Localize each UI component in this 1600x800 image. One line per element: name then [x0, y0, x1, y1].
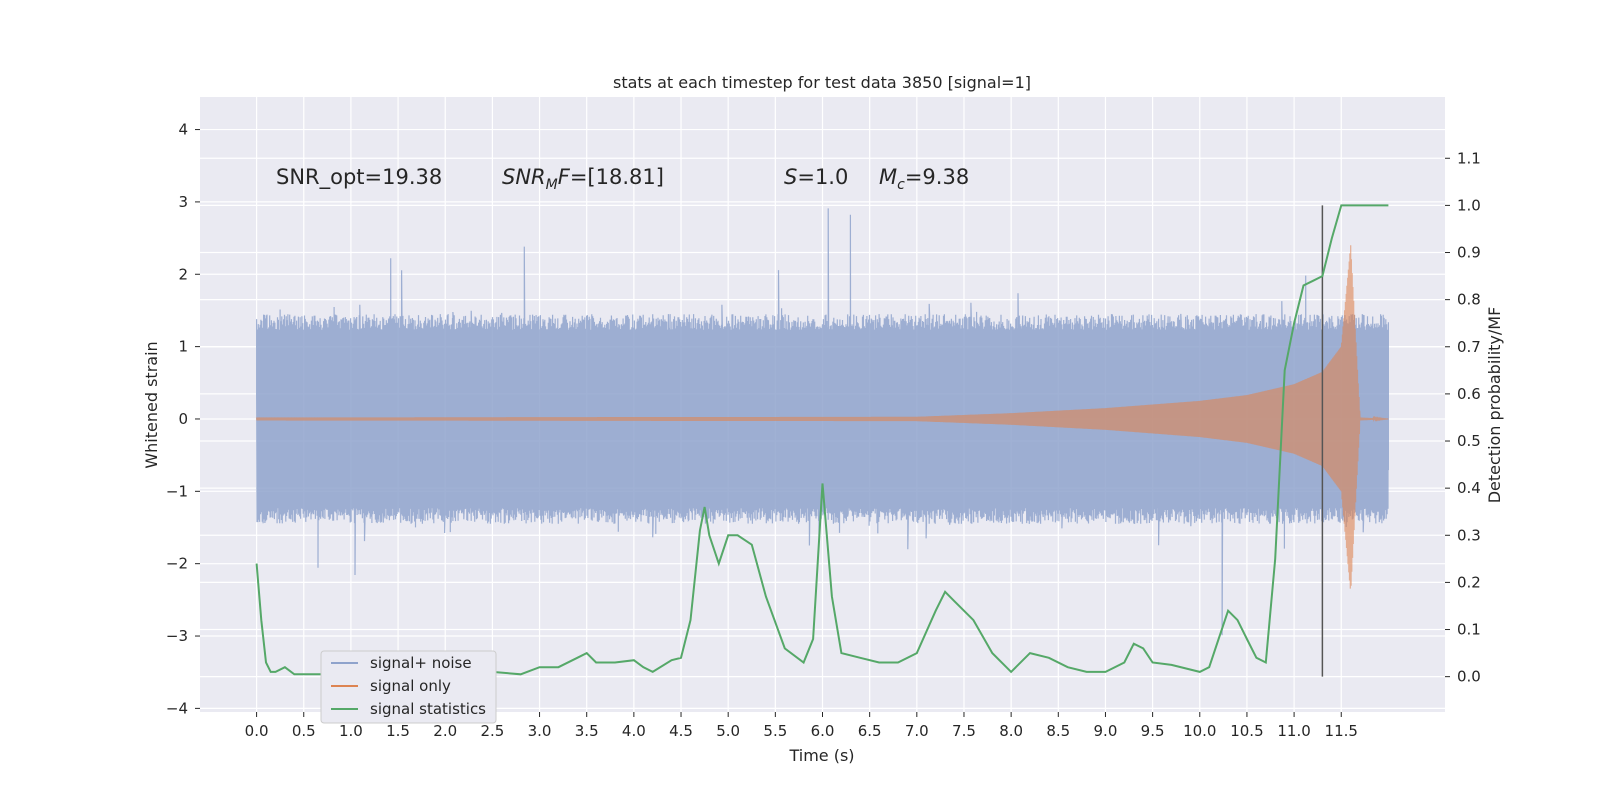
- snr-mf-f: F: [558, 165, 571, 189]
- y-right-axis-ticks: 1.1 1.0 0.9 0.8 0.7 0.6 0.5 0.4 0.3 0.2 0.1 0.0: [1445, 149, 1481, 686]
- s-value: =1.0: [797, 165, 848, 189]
- mc-subscript: c: [897, 177, 905, 193]
- x-tick-label: 6.0: [811, 722, 835, 740]
- snr-mf-annotation: SNRMF=[18.81]: [502, 165, 664, 193]
- x-tick-label: 5.0: [716, 722, 740, 740]
- x-tick-label: 10.5: [1230, 722, 1263, 740]
- y-tick-label: 3: [178, 193, 188, 211]
- y-right-tick-label: 0.9: [1457, 244, 1481, 262]
- x-tick-label: 11.5: [1325, 722, 1358, 740]
- y-tick-label: 1: [178, 338, 188, 356]
- x-tick-label: 10.0: [1183, 722, 1216, 740]
- y-right-tick-label: 0.8: [1457, 291, 1481, 309]
- y-tick-label: −2: [166, 555, 188, 573]
- x-tick-label: 2.0: [433, 722, 457, 740]
- legend: signal+ noise signal only signal statist…: [320, 650, 497, 724]
- y-tick-label: 2: [178, 265, 188, 283]
- x-tick-label: 11.0: [1277, 722, 1310, 740]
- y-tick-label: −3: [166, 627, 188, 645]
- mc-symbol: M: [879, 165, 897, 189]
- x-tick-label: 3.0: [528, 722, 552, 740]
- y-right-tick-label: 0.5: [1457, 432, 1481, 450]
- s-annotation: S=1.0: [784, 165, 848, 189]
- x-tick-label: 8.0: [999, 722, 1023, 740]
- x-tick-label: 4.0: [622, 722, 646, 740]
- x-tick-label: 0.5: [292, 722, 316, 740]
- y-tick-label: 4: [178, 121, 188, 139]
- legend-label-signal: signal only: [370, 677, 451, 695]
- x-tick-label: 3.5: [575, 722, 599, 740]
- y-right-tick-label: 1.0: [1457, 196, 1481, 214]
- legend-label-stats: signal statistics: [370, 700, 486, 718]
- y-axis-label: Whitened strain: [142, 341, 161, 468]
- y-right-tick-label: 0.2: [1457, 573, 1481, 591]
- y-right-tick-label: 0.6: [1457, 385, 1481, 403]
- x-tick-label: 1.5: [386, 722, 410, 740]
- y-right-axis-label: Detection probability/MF: [1485, 307, 1504, 504]
- x-tick-label: 8.5: [1046, 722, 1070, 740]
- s-symbol: S: [784, 165, 797, 189]
- legend-box: [320, 650, 497, 724]
- y-right-tick-label: 0.7: [1457, 338, 1481, 356]
- y-tick-label: 0: [178, 410, 188, 428]
- snr-mf-symbol: SNR: [502, 165, 546, 189]
- y-right-tick-label: 0.1: [1457, 621, 1481, 639]
- y-tick-label: −1: [166, 482, 188, 500]
- snr-opt-annotation: SNR_opt=19.38: [276, 165, 442, 190]
- x-tick-label: 4.5: [669, 722, 693, 740]
- signal-line: [256, 245, 1389, 589]
- signal-noise-series: [256, 208, 1389, 636]
- x-axis-label: Time (s): [788, 746, 854, 765]
- y-right-tick-label: 0.3: [1457, 526, 1481, 544]
- snr-mf-subscript: M: [546, 177, 558, 193]
- mc-value: =9.38: [905, 165, 969, 189]
- signal-only-series: [256, 245, 1389, 589]
- y-right-tick-label: 0.0: [1457, 668, 1481, 686]
- y-right-tick-label: 0.4: [1457, 479, 1481, 497]
- x-tick-label: 7.5: [952, 722, 976, 740]
- x-tick-label: 5.5: [763, 722, 787, 740]
- mc-annotation: Mc=9.38: [879, 165, 969, 193]
- x-axis-ticks: 0.0 0.5 1.0 1.5 2.0 2.5 3.0 3.5 4.0 4.5 5.0 5.5 6.0 6…: [245, 712, 1358, 740]
- x-tick-label: 1.0: [339, 722, 363, 740]
- y-tick-label: −4: [166, 699, 188, 717]
- y-right-tick-label: 1.1: [1457, 149, 1481, 167]
- x-tick-label: 9.5: [1141, 722, 1165, 740]
- x-tick-label: 2.5: [480, 722, 504, 740]
- noise-line: [256, 208, 1389, 636]
- x-tick-label: 0.0: [245, 722, 269, 740]
- x-tick-label: 6.5: [858, 722, 882, 740]
- x-tick-label: 9.0: [1094, 722, 1118, 740]
- legend-label-noise: signal+ noise: [370, 654, 472, 672]
- y-axis-ticks: 4 3 2 1 0 −1 −2 −3 −4: [166, 121, 200, 717]
- x-tick-label: 7.0: [905, 722, 929, 740]
- snr-mf-value: =[18.81]: [570, 165, 664, 189]
- chart-title: stats at each timestep for test data 385…: [613, 73, 1031, 92]
